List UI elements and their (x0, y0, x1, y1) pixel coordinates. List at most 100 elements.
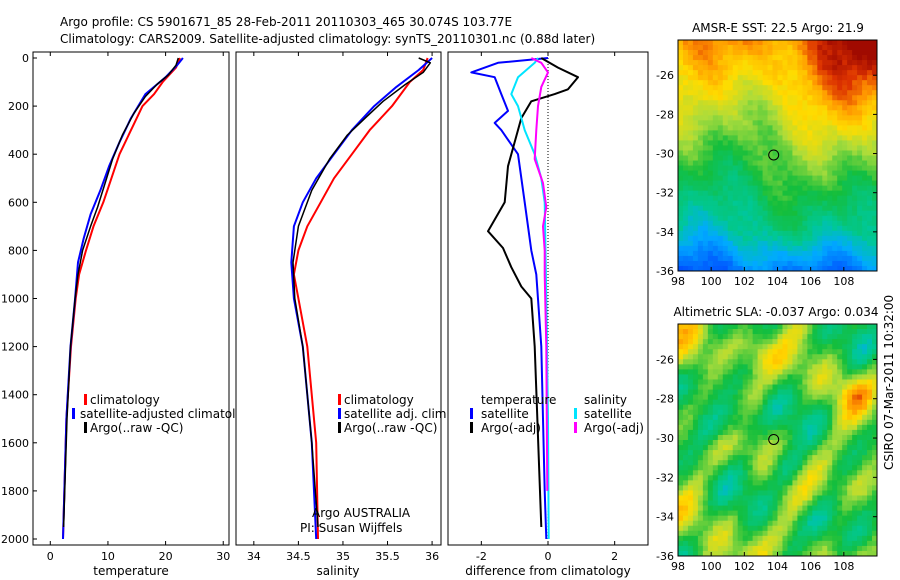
heatmap-cell (712, 245, 719, 252)
heatmap-cell (832, 394, 838, 401)
heatmap-cell (687, 374, 694, 380)
heatmap-cell (742, 490, 749, 496)
heatmap-cell (802, 240, 808, 247)
heatmap-cell (702, 424, 709, 431)
heatmap-cell (737, 540, 744, 547)
heatmap-cell (817, 175, 823, 182)
heatmap-cell (852, 369, 858, 375)
heatmap-cell (822, 354, 828, 360)
difference-series-group (470, 52, 579, 545)
heatmap-cell (787, 95, 793, 101)
heatmap-cell (847, 409, 853, 416)
heatmap-cell (802, 334, 808, 340)
heatmap-cell (807, 135, 813, 141)
heatmap-cell (797, 505, 803, 512)
heatmap-cell (747, 80, 754, 86)
heatmap-cell (857, 424, 863, 431)
heatmap-cell (857, 414, 863, 421)
heatmap-cell (772, 359, 778, 365)
heatmap-cell (707, 170, 714, 176)
heatmap-cell (717, 140, 724, 146)
heatmap-cell (862, 165, 868, 171)
heatmap-cell (872, 364, 878, 370)
heatmap-cell (722, 339, 729, 345)
heatmap-cell (712, 394, 719, 401)
heatmap-cell (817, 45, 823, 51)
heatmap-cell (872, 90, 878, 96)
heatmap-cell (827, 490, 833, 496)
heatmap-cell (872, 200, 878, 207)
map-y-tick-label: -32 (656, 471, 674, 484)
heatmap-cell (752, 324, 759, 330)
heatmap-cell (772, 165, 778, 171)
heatmap-cell (852, 530, 858, 537)
heatmap-cell (792, 170, 798, 176)
heatmap-cell (707, 324, 714, 330)
map-y-tick-label: -28 (656, 108, 674, 121)
heatmap-cell (812, 480, 818, 486)
heatmap-cell (872, 120, 878, 126)
heatmap-cell (712, 465, 719, 471)
heatmap-cell (797, 324, 803, 330)
heatmap-cell (872, 80, 878, 86)
heatmap-cell (842, 180, 848, 187)
heatmap-cell (852, 495, 858, 501)
heatmap-cell (842, 324, 848, 330)
heatmap-cell (777, 265, 783, 272)
heatmap-cell (842, 339, 848, 345)
heatmap-cell (807, 359, 813, 365)
heatmap-cell (812, 230, 818, 237)
heatmap-cell (777, 510, 783, 517)
heatmap-cell (752, 364, 759, 370)
heatmap-cell (862, 185, 868, 192)
heatmap-cell (717, 130, 724, 136)
heatmap-cell (827, 160, 833, 166)
heatmap-cell (707, 105, 714, 111)
heatmap-cell (747, 75, 754, 81)
heatmap-cell (742, 70, 749, 76)
heatmap-cell (872, 50, 878, 56)
heatmap-cell (772, 110, 778, 116)
heatmap-cell (842, 460, 848, 466)
heatmap-cell (867, 260, 873, 267)
heatmap-cell (712, 424, 719, 431)
heatmap-cell (722, 260, 729, 267)
heatmap-cell (678, 490, 684, 496)
heatmap-cell (802, 389, 808, 396)
heatmap-cell (777, 45, 783, 51)
heatmap-cell (742, 374, 749, 380)
heatmap-cell (762, 180, 768, 187)
heatmap-cell (832, 215, 838, 222)
heatmap-cell (812, 85, 818, 91)
heatmap-cell (777, 225, 783, 232)
heatmap-cell (812, 250, 818, 257)
heatmap-cell (707, 379, 714, 385)
heatmap-cell (772, 394, 778, 401)
heatmap-cell (722, 185, 729, 192)
heatmap-cell (842, 510, 848, 517)
heatmap-cell (867, 165, 873, 171)
heatmap-cell (697, 404, 704, 411)
heatmap-cell (762, 90, 768, 96)
heatmap-cell (702, 205, 709, 212)
heatmap-cell (678, 260, 684, 267)
heatmap-cell (847, 349, 853, 355)
heatmap-cell (742, 120, 749, 126)
heatmap-cell (682, 505, 689, 512)
heatmap-cell (697, 245, 704, 252)
heatmap-cell (742, 100, 749, 106)
heatmap-cell (817, 110, 823, 116)
heatmap-cell (827, 120, 833, 126)
heatmap-cell (852, 424, 858, 431)
heatmap-cell (697, 85, 704, 91)
heatmap-cell (807, 260, 813, 267)
heatmap-cell (757, 150, 763, 156)
heatmap-cell (872, 115, 878, 121)
heatmap-cell (832, 490, 838, 496)
heatmap-cell (872, 515, 878, 522)
heatmap-cell (747, 190, 754, 197)
heatmap-cell (717, 185, 724, 192)
heatmap-cell (842, 265, 848, 272)
heatmap-cell (867, 65, 873, 71)
heatmap-cell (697, 475, 704, 481)
